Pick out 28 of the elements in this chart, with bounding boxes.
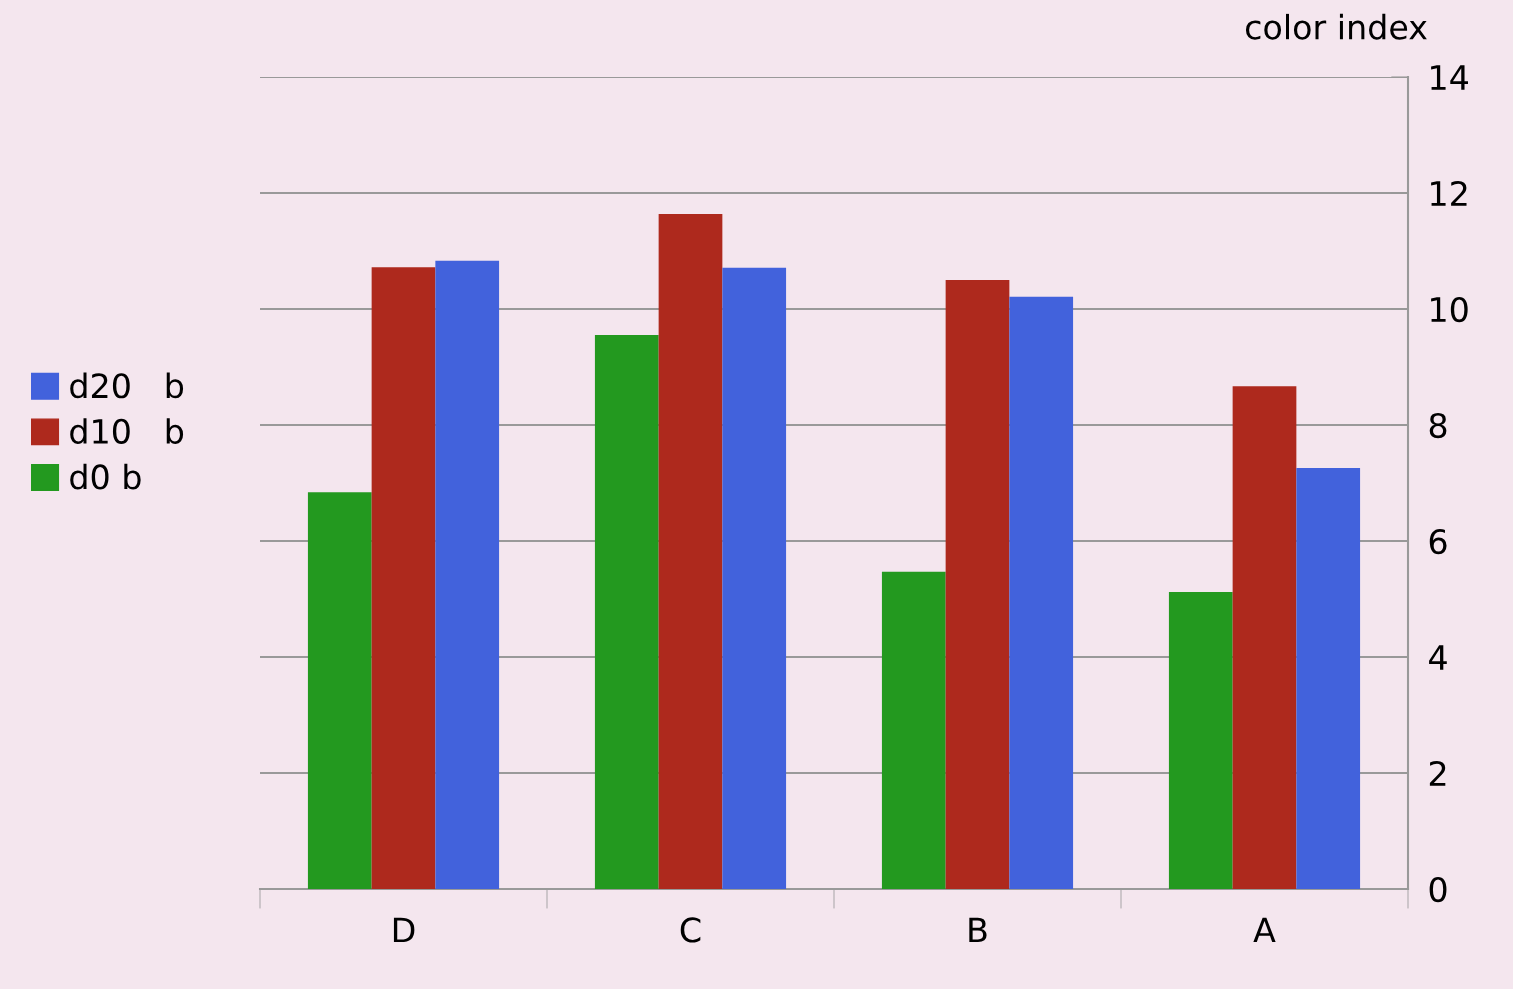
- bar: [307, 492, 372, 889]
- bar: [945, 280, 1010, 889]
- bar: [881, 571, 946, 889]
- bar: [594, 335, 659, 889]
- bar: [1232, 386, 1297, 889]
- x-tick-label: B: [969, 917, 987, 943]
- y-tick-label: 0: [1429, 876, 1447, 903]
- bar: [1296, 467, 1361, 889]
- bar: [658, 213, 723, 889]
- y-tick-label: 2: [1429, 760, 1446, 786]
- legend-label: d20 b: [70, 372, 184, 399]
- legend-label: d0 b: [70, 463, 141, 490]
- y-tick-label: 8: [1429, 412, 1447, 439]
- x-tick-label: A: [1253, 917, 1276, 943]
- y-tick-label: 10: [1431, 296, 1468, 323]
- y-axis-title: color index: [1245, 13, 1427, 40]
- x-tick-label: D: [393, 917, 415, 943]
- y-tick-label: 12: [1431, 180, 1467, 206]
- bar: [435, 260, 500, 889]
- bar: [722, 267, 787, 889]
- y-tick-label: 6: [1429, 528, 1447, 555]
- bar: [1168, 592, 1233, 889]
- bar: [1009, 296, 1074, 889]
- y-tick-label: 14: [1431, 65, 1468, 90]
- bar: [371, 267, 436, 889]
- x-tick-label: C: [680, 917, 701, 943]
- legend-label: d10 b: [70, 418, 184, 444]
- y-tick-label: 4: [1429, 645, 1447, 670]
